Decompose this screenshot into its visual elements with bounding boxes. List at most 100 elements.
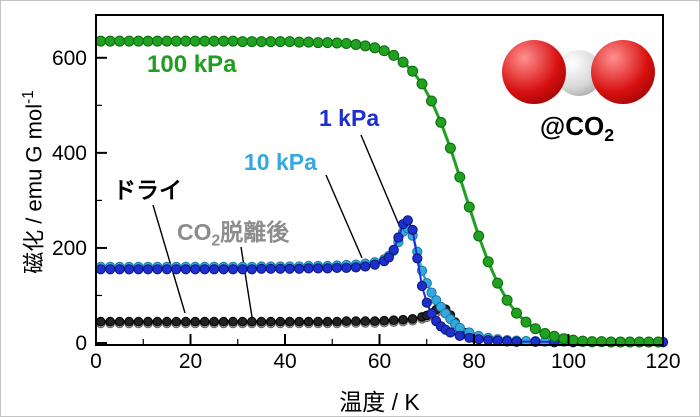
data-point-marker (558, 333, 570, 345)
data-point-marker (473, 334, 484, 345)
data-point-marker (266, 316, 276, 327)
x-tick-label: 40 (273, 350, 296, 373)
data-point-marker (388, 49, 400, 61)
data-point-marker (322, 316, 333, 327)
data-point-marker (199, 35, 211, 47)
data-point-marker (237, 264, 248, 275)
data-point-marker (473, 230, 485, 242)
x-tick-label: 20 (179, 350, 202, 373)
co2-molecule-graphic (496, 31, 661, 111)
data-point-marker (227, 35, 239, 47)
data-point-marker (105, 264, 116, 275)
data-point-marker (218, 264, 229, 275)
data-point-marker (303, 316, 314, 327)
data-point-marker (246, 264, 257, 275)
x-tick-label: 120 (645, 350, 680, 373)
data-point-marker (275, 316, 286, 327)
annotation-co2-desorbed: CO2脱離後 (177, 213, 289, 251)
data-point-marker (313, 316, 323, 327)
data-point-marker (492, 335, 503, 346)
data-point-marker (539, 328, 551, 339)
data-point-marker (350, 39, 362, 50)
data-point-marker (208, 35, 220, 47)
data-point-marker (152, 264, 163, 275)
data-point-marker (303, 263, 314, 274)
data-point-marker (463, 201, 475, 213)
data-point-marker (95, 264, 106, 275)
data-point-marker (567, 334, 579, 346)
data-point-marker (379, 315, 390, 326)
data-point-marker (199, 316, 210, 327)
oxygen-atom-icon (502, 40, 566, 104)
data-point-marker (369, 42, 381, 54)
x-tick-label: 80 (462, 350, 485, 373)
data-point-marker (105, 316, 115, 327)
data-point-marker (228, 316, 238, 327)
data-point-marker (133, 264, 144, 275)
annotation-dry: ドライ (113, 177, 182, 203)
data-point-marker (133, 316, 144, 327)
data-point-marker (114, 264, 125, 275)
data-point-marker (331, 262, 343, 273)
data-point-marker (482, 256, 494, 268)
annotation-leader-line (360, 134, 400, 226)
annotation-at-co2: @CO2 (521, 111, 633, 146)
data-point-marker (161, 35, 173, 47)
data-point-marker (511, 307, 522, 319)
annotation-at-co2-sub: 2 (604, 125, 615, 146)
data-point-marker (402, 215, 413, 226)
data-point-marker (398, 314, 408, 325)
data-point-marker (313, 263, 324, 274)
data-point-marker (294, 316, 305, 327)
data-point-marker (369, 259, 380, 270)
data-point-marker (161, 264, 172, 275)
data-point-marker (284, 316, 295, 327)
data-point-marker (152, 316, 163, 327)
data-point-marker (426, 287, 437, 298)
data-point-marker (209, 264, 220, 275)
annotation-leader-line (325, 174, 363, 259)
data-point-marker (350, 262, 361, 273)
data-point-marker (407, 314, 418, 324)
y-tick-label: 600 (52, 47, 87, 70)
data-point-marker (275, 263, 286, 274)
data-point-marker (114, 316, 125, 327)
data-point-marker (426, 308, 437, 319)
x-axis-label: 温度 / K (339, 389, 420, 415)
annotation-at-co2-pre: @CO (539, 111, 605, 141)
data-point-marker (180, 35, 192, 47)
data-point-marker (265, 263, 276, 274)
data-point-marker (520, 316, 532, 328)
data-point-marker (421, 297, 432, 308)
data-point-marker (359, 40, 371, 52)
data-point-marker (284, 263, 295, 274)
data-point-marker (312, 37, 324, 49)
data-point-marker (548, 330, 560, 342)
data-point-marker (124, 316, 134, 327)
data-point-marker (341, 262, 352, 273)
y-axis-label: 磁化 / emu G mol-1 (14, 12, 46, 352)
data-point-marker (190, 264, 201, 275)
y-tick-label: 400 (52, 142, 87, 165)
data-point-marker (162, 316, 172, 327)
data-point-marker (123, 35, 135, 47)
y-axis-label-superscript: -1 (20, 90, 37, 104)
data-point-marker (322, 37, 333, 49)
data-point-marker (388, 244, 399, 255)
data-point-marker (303, 36, 315, 48)
annotation-co2-desorbed-sub: 2 (211, 232, 221, 250)
data-point-marker (170, 35, 182, 47)
data-point-marker (464, 332, 475, 343)
data-point-marker (388, 315, 399, 326)
data-point-marker (190, 316, 200, 327)
data-point-marker (322, 263, 333, 274)
data-point-marker (492, 277, 504, 289)
data-point-marker (171, 316, 182, 327)
data-point-marker (332, 316, 342, 327)
data-point-marker (265, 36, 277, 48)
data-point-marker (151, 35, 163, 47)
data-point-marker (199, 264, 210, 275)
data-point-marker (294, 263, 305, 274)
data-point-marker (237, 316, 248, 327)
